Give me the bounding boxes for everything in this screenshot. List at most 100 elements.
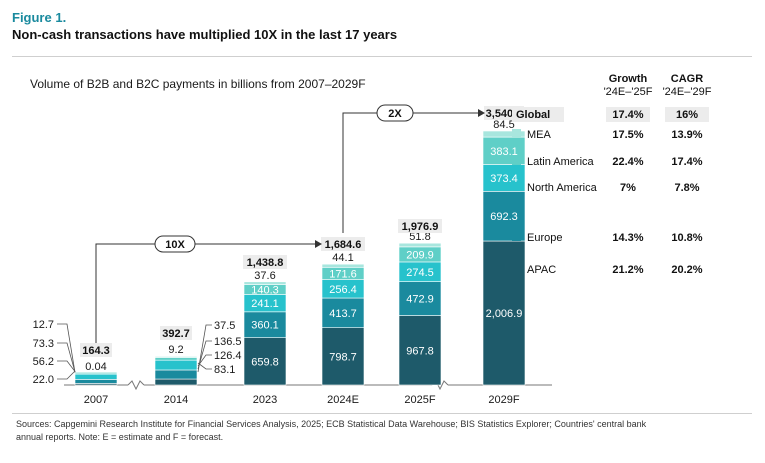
x-tick-label: 2029F [488, 394, 519, 406]
table-growth-value: 14.3% [612, 232, 643, 244]
bar-segment-mea-2023 [243, 281, 287, 285]
leader-label: 126.4 [214, 350, 242, 362]
annotation-2x-pill [376, 104, 414, 122]
legend-label-latin-america: Latin America [527, 156, 595, 168]
data-label: 274.5 [406, 267, 434, 279]
legend-swatch-north-america [512, 182, 521, 191]
total-label: 1,976.9 [402, 221, 439, 233]
bar-segment-north-america-2007 [74, 373, 118, 380]
leader-line [197, 354, 212, 367]
legend-label-global: Global [516, 109, 550, 121]
bar-segment-latin-america-2014 [154, 357, 198, 361]
leader-label: 73.3 [33, 338, 54, 350]
data-label: 140.3 [251, 284, 279, 296]
table-growth-value: 22.4% [612, 156, 643, 168]
bar-segment-mea-2025f [398, 242, 442, 248]
bar-segment-europe-2014 [154, 369, 198, 380]
chart-title: Volume of B2B and B2C payments in billio… [30, 77, 366, 91]
x-tick-label: 2023 [253, 394, 277, 406]
total-label-bg-1 [160, 326, 192, 340]
table-cagr-value: 7.8% [674, 182, 699, 194]
leader-line [197, 362, 212, 370]
table-header-growth-period: '24E–'25F [604, 86, 653, 98]
table-cagr-value: 20.2% [671, 264, 702, 276]
x-tick-label: 2024E [327, 394, 359, 406]
table-header-growth: Growth [609, 73, 648, 85]
data-label: 692.3 [490, 211, 518, 223]
total-label-bg-4 [398, 219, 442, 233]
leader-line [197, 324, 212, 373]
data-label: 171.6 [329, 268, 357, 280]
x-tick-label: 2014 [164, 394, 188, 406]
legend-label-mea: MEA [527, 129, 552, 141]
global-cagr-bg [665, 107, 709, 122]
data-label: 383.1 [490, 146, 518, 158]
data-label: 209.9 [406, 249, 434, 261]
data-label: 2,006.9 [486, 308, 523, 320]
leader-label: 136.5 [214, 336, 242, 348]
leader-line [197, 340, 212, 370]
leader-label: 37.5 [214, 320, 235, 332]
legend-swatch-latin-america [512, 156, 521, 165]
global-row-bg [512, 107, 564, 122]
table-growth-value: 17.5% [612, 129, 643, 141]
annotation-10x-label: 10X [165, 239, 185, 251]
sources-note: Sources: Capgemini Research Institute fo… [16, 418, 751, 444]
bar-segment-apac-2024e [321, 327, 365, 386]
data-label-mea: 84.5 [493, 119, 514, 131]
legend-label-north-america: North America [527, 182, 598, 194]
x-tick-label: 2007 [84, 394, 108, 406]
total-label: 1,684.6 [325, 239, 362, 251]
total-label: 1,438.8 [247, 257, 284, 269]
total-label-bg-0 [80, 343, 112, 357]
data-label-mea: 37.6 [254, 270, 275, 282]
total-label-bg-3 [321, 237, 365, 251]
leader-line [57, 323, 76, 373]
bar-segment-apac-2014 [154, 378, 198, 386]
leader-label: 56.2 [33, 356, 54, 368]
table-header-cagr-period: '24E–'29F [663, 86, 712, 98]
annotation-10x-arrowhead [315, 240, 322, 248]
data-label: 373.4 [490, 173, 518, 185]
bar-segment-mea-2024e [321, 263, 365, 268]
legend-label-apac: APAC [527, 264, 556, 276]
bar-segment-europe-2024e [321, 297, 365, 328]
table-cagr-value: 17.4% [671, 156, 702, 168]
data-label: 413.7 [329, 308, 357, 320]
table-growth-value: 17.4% [612, 109, 643, 121]
data-label: 472.9 [406, 294, 434, 306]
data-label: 256.4 [329, 284, 357, 296]
table-cagr-value: 10.8% [671, 232, 702, 244]
bar-segment-mea-2029f [482, 130, 526, 138]
data-label: 967.8 [406, 345, 434, 357]
bar-segment-north-america-2014 [154, 359, 198, 371]
bar-segment-europe-2025f [398, 281, 442, 316]
data-label-mea: 51.8 [409, 231, 430, 243]
leader-label: 83.1 [214, 364, 235, 376]
leader-label: 12.7 [33, 319, 54, 331]
annotation-10x-line [95, 243, 315, 343]
figure-label: Figure 1. [12, 10, 67, 25]
table-growth-value: 21.2% [612, 264, 643, 276]
leader-line [57, 370, 76, 380]
bar-segment-apac-2025f [398, 315, 442, 386]
bar-segment-mea-2014 [154, 356, 198, 358]
bar-segment-europe-2023 [243, 311, 287, 338]
table-cagr-value: 13.9% [671, 129, 702, 141]
total-label-bg-2 [243, 255, 287, 269]
legend-swatch-apac [512, 264, 521, 273]
annotation-10x-pill [154, 235, 196, 253]
annotation-2x-arrowhead [478, 109, 485, 117]
legend-swatch-europe [512, 232, 521, 241]
total-label: 164.3 [82, 345, 110, 357]
annotation-2x-label: 2X [388, 108, 402, 120]
legend-swatch-mea [512, 129, 521, 138]
x-tick-label: 2025F [404, 394, 435, 406]
annotation-2x-line [342, 112, 478, 233]
global-growth-bg [606, 107, 650, 122]
figure-title: Non-cash transactions have multiplied 10… [12, 27, 398, 42]
table-cagr-value: 16% [676, 109, 698, 121]
legend-label-europe: Europe [527, 232, 562, 244]
stacked-bar-chart: Volume of B2B and B2C payments in billio… [30, 73, 712, 406]
sources-line-2: annual reports. Note: E = estimate and F… [16, 432, 224, 442]
